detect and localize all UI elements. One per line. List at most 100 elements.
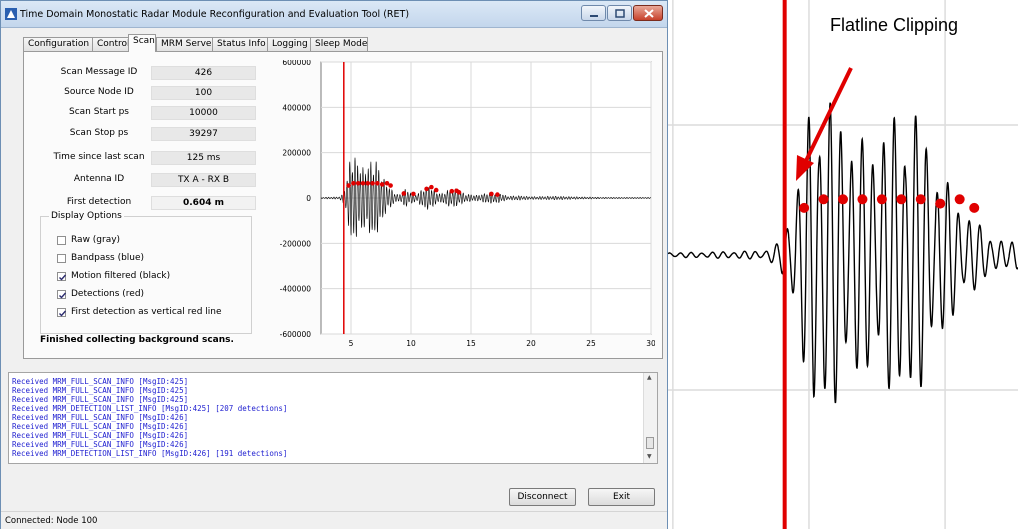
- exit-button[interactable]: Exit: [588, 488, 655, 506]
- scroll-down-icon[interactable]: ▼: [647, 453, 652, 460]
- detection-point: [360, 180, 366, 186]
- checkbox[interactable]: [57, 236, 66, 245]
- annotation-arrowhead-icon: [796, 155, 814, 181]
- field-label-time-since-last-scan: Time since last scan: [53, 152, 145, 162]
- detection-point: [351, 180, 356, 186]
- status-bar: Connected: Node 100: [1, 511, 667, 529]
- x-tick-label: 20: [526, 339, 536, 348]
- checkbox[interactable]: [57, 254, 66, 263]
- x-tick-label: 5: [349, 339, 354, 348]
- window-title: Time Domain Monostatic Radar Module Reco…: [20, 9, 410, 20]
- y-tick-label: 600000: [282, 60, 311, 67]
- motion-filtered-series-line: [320, 157, 651, 237]
- checkbox[interactable]: [57, 272, 67, 281]
- field-label-scan-stop: Scan Stop ps: [69, 128, 129, 138]
- y-tick-label: 200000: [282, 149, 311, 158]
- tab-label: Logging: [272, 39, 308, 49]
- tab-logging[interactable]: Logging: [267, 37, 311, 51]
- tab-label: Configuration: [28, 39, 90, 49]
- detection-point: [489, 191, 494, 197]
- disconnect-button[interactable]: Disconnect: [509, 488, 576, 506]
- tab-mrm-server[interactable]: MRM Server: [156, 37, 215, 51]
- x-tick-label: 10: [406, 339, 416, 348]
- log-line: Received MRM_FULL_SCAN_INFO [MsgID:426]: [12, 440, 189, 449]
- checkbox[interactable]: [57, 290, 67, 299]
- zoom-waveform-line: [668, 102, 1018, 404]
- log-scrollbar[interactable]: ▲ ▼: [643, 373, 657, 463]
- flatline-clipping-annotation: Flatline Clipping: [830, 15, 959, 35]
- zoom-detection-point: [915, 194, 926, 205]
- zoom-detection-point: [876, 194, 887, 205]
- y-tick-label: -200000: [280, 239, 312, 248]
- field-label-antenna-id: Antenna ID: [73, 174, 125, 184]
- zoom-detection-point: [935, 198, 946, 209]
- log-line: Received MRM_FULL_SCAN_INFO [MsgID:425]: [12, 377, 189, 386]
- detection-point: [411, 191, 416, 197]
- zoom-detection-point: [857, 194, 868, 205]
- scroll-thumb[interactable]: [646, 437, 654, 449]
- field-value-scan-start: 10000: [151, 106, 256, 120]
- detection-point: [370, 180, 375, 186]
- zoom-detection-point: [896, 194, 907, 205]
- display-options-group: Display Options Raw (gray) Bandpass (blu…: [40, 211, 252, 334]
- checkmark-icon: [59, 292, 67, 299]
- tab-sleep-mode[interactable]: Sleep Mode: [310, 37, 368, 51]
- zoomed-waveform-inset: [668, 0, 1018, 529]
- log-line: Received MRM_DETECTION_LIST_INFO [MsgID:…: [12, 404, 288, 413]
- detection-point: [449, 188, 455, 194]
- detection-point: [346, 183, 351, 188]
- app-logo-icon: [5, 8, 17, 20]
- field-label-scan-start: Scan Start ps: [69, 107, 129, 117]
- log-line: Received MRM_FULL_SCAN_INFO [MsgID:425]: [12, 395, 189, 404]
- tab-label: Control: [97, 39, 130, 49]
- checkbox[interactable]: [57, 308, 67, 317]
- detection-point: [365, 180, 371, 186]
- log-line: Received MRM_DETECTION_LIST_INFO [MsgID:…: [12, 449, 288, 458]
- status-bar-text: Connected: Node 100: [5, 516, 98, 526]
- detection-point: [388, 183, 393, 188]
- display-options-label: Display Options: [49, 211, 124, 221]
- field-value-scan-message-id: 426: [151, 66, 256, 80]
- title-bar: Time Domain Monostatic Radar Module Reco…: [1, 1, 667, 28]
- field-value-antenna-id: TX A - RX B: [151, 173, 256, 187]
- tab-scan[interactable]: Scan: [128, 34, 156, 52]
- tab-control[interactable]: Control: [92, 37, 130, 51]
- y-tick-label: 0: [306, 194, 311, 203]
- log-line: Received MRM_FULL_SCAN_INFO [MsgID:425]: [12, 386, 189, 395]
- field-value-time-since-last-scan: 125 ms: [151, 151, 256, 165]
- option-label: Bandpass (blue): [71, 253, 145, 263]
- zoom-detection-point: [799, 202, 810, 213]
- log-line: Received MRM_FULL_SCAN_INFO [MsgID:426]: [12, 422, 189, 431]
- log-line: Received MRM_FULL_SCAN_INFO [MsgID:426]: [12, 413, 189, 422]
- log-line: Received MRM_FULL_SCAN_INFO [MsgID:426]: [12, 431, 189, 440]
- close-button[interactable]: [633, 5, 663, 21]
- scan-panel: Scan Message ID 426 Source Node ID 100 S…: [23, 51, 663, 359]
- field-label-source-node-id: Source Node ID: [64, 87, 134, 97]
- detection-point: [375, 180, 380, 186]
- zoom-detection-point: [838, 194, 848, 205]
- option-label: Detections (red): [71, 289, 145, 299]
- minimize-button[interactable]: [581, 5, 606, 21]
- maximize-button[interactable]: [607, 5, 632, 21]
- option-label: Raw (gray): [71, 235, 121, 245]
- detection-point: [379, 182, 385, 187]
- tab-status-info[interactable]: Status Info: [212, 37, 268, 51]
- annotation-arrow-line: [803, 67, 853, 164]
- detection-point: [401, 191, 407, 196]
- tab-label: Scan: [133, 36, 155, 46]
- field-label-first-detection: First detection: [66, 197, 132, 207]
- x-tick-label: 25: [586, 339, 596, 348]
- checkmark-icon: [59, 310, 67, 317]
- close-icon: [644, 9, 654, 18]
- minimize-icon: [590, 15, 598, 17]
- tab-configuration[interactable]: Configuration: [23, 37, 93, 51]
- message-log[interactable]: Received MRM_FULL_SCAN_INFO [MsgID:425] …: [8, 372, 658, 464]
- detection-point: [433, 187, 439, 193]
- detection-point: [495, 192, 500, 197]
- detection-point: [424, 186, 429, 192]
- option-label: Motion filtered (black): [71, 271, 171, 281]
- zoom-detection-point: [818, 194, 829, 205]
- scroll-up-icon[interactable]: ▲: [647, 374, 652, 381]
- checkmark-icon: [59, 274, 67, 281]
- maximize-icon: [615, 9, 625, 18]
